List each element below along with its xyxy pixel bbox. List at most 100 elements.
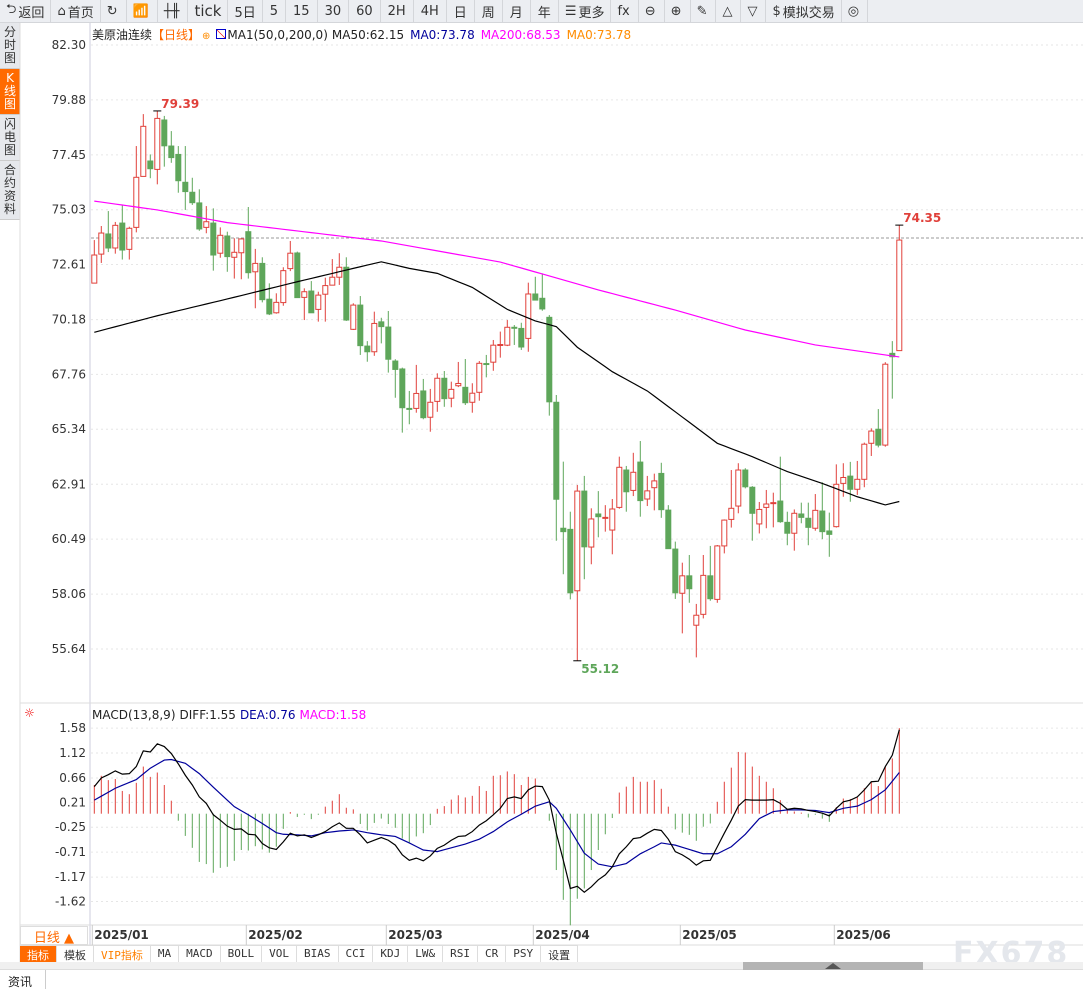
triangle-down-icon: ▽ <box>747 3 758 19</box>
candle-up <box>700 574 707 615</box>
toolbar-item-6[interactable]: 5日 <box>228 0 263 22</box>
indicator-tab-11[interactable]: RSI <box>443 946 478 963</box>
macd-tick-label: -1.62 <box>55 894 86 908</box>
toolbar-menu-icon-17[interactable]: ☰ 更多 <box>559 0 612 22</box>
refresh-icon: ↻ <box>106 3 118 19</box>
indicator-tab-3[interactable]: MA <box>151 946 180 963</box>
zoom-in-button[interactable]: ⊕ <box>665 0 691 22</box>
candle-down <box>819 510 826 533</box>
candle-up <box>490 344 497 363</box>
candle-up <box>469 392 476 403</box>
add-indicator-icon[interactable]: ⊕ <box>202 31 211 42</box>
indicator-tab-8[interactable]: CCI <box>339 946 374 963</box>
triangle-up-button[interactable]: △ <box>716 0 742 22</box>
candle-down <box>623 469 630 493</box>
pencil-button[interactable]: ✎ <box>691 0 717 22</box>
price-tick-label: 70.18 <box>52 313 86 327</box>
indicator-tab-2[interactable]: VIP指标 <box>94 946 151 963</box>
candle-down <box>595 513 602 518</box>
candle-down <box>357 304 364 347</box>
ma200-line <box>94 200 900 358</box>
indicator-tab-10[interactable]: LW& <box>408 946 444 963</box>
indicator-tab-13[interactable]: PSY <box>506 946 542 963</box>
toolbar-label: 返回 <box>18 5 45 21</box>
candle-up <box>693 614 700 626</box>
extreme-price-label: 74.35 <box>903 211 941 225</box>
toolbar-item-11[interactable]: 2H <box>381 0 414 22</box>
candlestick-button[interactable]: ┼╫ <box>158 0 189 22</box>
refresh-button[interactable]: ↻ <box>101 0 127 22</box>
dollar-icon: $ <box>772 3 781 19</box>
chart-scrollbar[interactable] <box>0 962 1083 970</box>
indicator-tab-1[interactable]: 模板 <box>57 946 94 963</box>
sidebar-tab-1[interactable]: K线图 <box>0 69 20 115</box>
candle-down <box>119 222 126 251</box>
news-tab[interactable]: 资讯 <box>0 970 46 989</box>
indicator-tab-14[interactable]: 设置 <box>541 946 579 963</box>
candle-up <box>203 221 210 228</box>
toolbar-item-10[interactable]: 60 <box>349 0 381 22</box>
candle-up <box>630 471 637 491</box>
macd-legend: MACD(13,8,9) DIFF:1.55 DEA:0.76 MACD:1.58 <box>92 708 370 722</box>
candle-up <box>273 301 280 314</box>
toolbar-home-icon-1[interactable]: ⌂ 首页 <box>51 0 101 22</box>
toolbar-item-14[interactable]: 周 <box>475 0 503 22</box>
candle-down <box>210 222 217 256</box>
sidebar-tab-3[interactable]: 合约资料 <box>0 161 20 220</box>
toolbar-label: 30 <box>324 3 342 19</box>
toolbar-item-9[interactable]: 30 <box>318 0 350 22</box>
swirl-button[interactable]: ◎ <box>842 0 869 22</box>
candle-up <box>882 363 889 446</box>
candle-up <box>217 234 224 254</box>
period-selector[interactable]: 日线 ▲ <box>20 926 88 946</box>
toolbar-item-7[interactable]: 5 <box>263 0 287 22</box>
candle-down <box>637 461 644 502</box>
swirl-icon: ◎ <box>847 3 860 19</box>
triangle-down-button[interactable]: ▽ <box>741 0 767 22</box>
candle-down <box>441 377 448 400</box>
candle-up <box>238 238 245 254</box>
toolbar-item-13[interactable]: 日 <box>447 0 475 22</box>
function-button[interactable]: fx <box>611 0 639 22</box>
indicator-tab-0[interactable]: 指标 <box>20 946 57 963</box>
indicator-tab-9[interactable]: KDJ <box>373 946 409 963</box>
toolbar-item-8[interactable]: 15 <box>286 0 318 22</box>
zoom-out-icon: ⊖ <box>644 3 656 19</box>
sidebar-tab-0[interactable]: 分时图 <box>0 23 20 69</box>
price-tick-label: 82.30 <box>52 38 86 52</box>
candle-up <box>315 294 322 310</box>
ma-settings-icon[interactable] <box>216 29 227 39</box>
date-label: 2025/01 <box>94 928 148 942</box>
indicator-tab-7[interactable]: BIAS <box>297 946 339 963</box>
indicator-tab-4[interactable]: MACD <box>179 946 221 963</box>
toolbar-item-5[interactable]: tick <box>188 0 229 22</box>
candle-up <box>497 344 504 347</box>
candle-up <box>504 326 511 346</box>
toolbar-item-15[interactable]: 月 <box>503 0 531 22</box>
extreme-price-label: 79.39 <box>161 97 199 111</box>
scrollbar-thumb[interactable] <box>743 962 923 970</box>
toolbar-label: 年 <box>537 5 551 21</box>
toolbar-dollar-icon-24[interactable]: $ 模拟交易 <box>766 0 842 22</box>
chart-legend: 美原油连续【日线】 ⊕ MA1(50,0,200,0) MA50:62.15 MA0:7… <box>92 26 637 43</box>
toolbar-item-16[interactable]: 年 <box>531 0 559 22</box>
candle-down <box>105 233 112 249</box>
toolbar-label: 周 <box>481 5 495 21</box>
sidebar-tab-2[interactable]: 闪电图 <box>0 115 20 161</box>
toolbar-back-arrow-icon-0[interactable]: ⮌ 返回 <box>0 0 52 22</box>
indicator-tab-6[interactable]: VOL <box>262 946 297 963</box>
function-icon: fx <box>617 3 630 19</box>
toolbar-item-12[interactable]: 4H <box>414 0 447 22</box>
zoom-out-button[interactable]: ⊖ <box>639 0 665 22</box>
expand-up-icon[interactable] <box>825 963 841 969</box>
indicator-chart-button[interactable]: 📶 <box>127 0 158 22</box>
indicator-tab-5[interactable]: BOLL <box>221 946 263 963</box>
candle-up <box>434 377 441 402</box>
indicator-tab-12[interactable]: CR <box>478 946 507 963</box>
candle-down <box>182 181 189 193</box>
date-label: 2025/06 <box>836 928 890 942</box>
toolbar-label: 60 <box>356 3 373 19</box>
candle-down <box>658 472 665 511</box>
toolbar-label: 日 <box>453 5 467 21</box>
macd-settings-icon[interactable]: ☼ <box>24 706 35 720</box>
